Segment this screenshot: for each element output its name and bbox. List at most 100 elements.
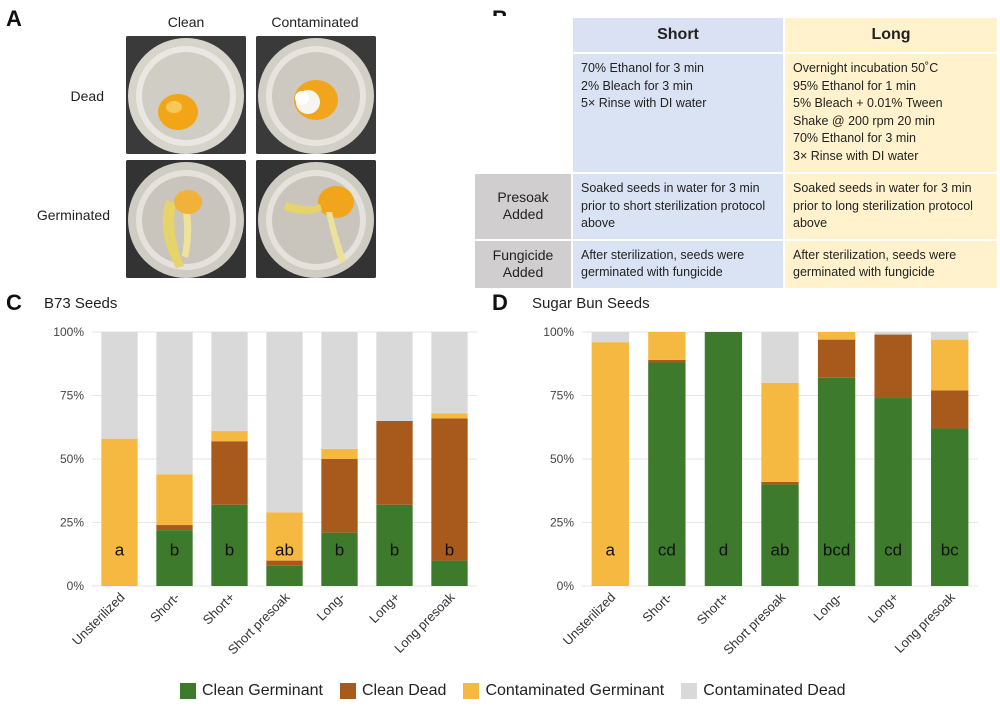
protocol-long-steps: Overnight incubation 50˚C 95% Ethanol fo… xyxy=(783,52,999,174)
bar-segment xyxy=(211,441,248,505)
bar-segment xyxy=(211,504,248,586)
bar-segment xyxy=(931,339,969,391)
bar-segment xyxy=(648,332,686,360)
photo-clean-germinated xyxy=(126,160,246,278)
y-tick-label: 100% xyxy=(53,325,84,339)
bar-segment xyxy=(648,362,686,586)
x-tick-label: Long+ xyxy=(865,590,901,626)
y-tick-label: 0% xyxy=(557,579,575,593)
bar-segment xyxy=(376,504,413,586)
bar-segment xyxy=(931,428,969,586)
bar-segment xyxy=(817,332,856,340)
bar-segment xyxy=(156,530,193,586)
bar-segment xyxy=(266,565,303,586)
bar-segment xyxy=(101,332,138,439)
legend-item-clean-germinant: Clean Germinant xyxy=(180,682,323,700)
y-tick-label: 75% xyxy=(60,389,84,403)
protocol-row-fungicide: Fungicide Added xyxy=(473,238,573,290)
bar-segment xyxy=(874,398,912,586)
bar-segment xyxy=(874,332,912,335)
x-tick-label: Short- xyxy=(639,590,675,626)
protocol-presoak-short: Soaked seeds in water for 3 min prior to… xyxy=(571,172,785,241)
x-tick-label: Long presoak xyxy=(892,589,959,656)
chart-title-b73: B73 Seeds xyxy=(44,295,118,312)
significance-letter: cd xyxy=(658,541,676,560)
bar-segment xyxy=(376,420,413,505)
legend-swatch-clean-dead xyxy=(339,683,356,699)
photo-col-contaminated: Contaminated xyxy=(271,14,359,30)
bar-segment xyxy=(874,334,912,399)
bar-segment xyxy=(648,359,686,363)
significance-letter: d xyxy=(719,541,728,560)
bar-segment xyxy=(817,339,856,378)
protocol-table: Short Long 70% Ethanol for 3 min 2% Blea… xyxy=(473,16,999,290)
bar-segment xyxy=(321,448,358,459)
bar-segment xyxy=(761,332,799,383)
significance-letter: ab xyxy=(275,541,294,560)
legend-swatch-contaminated-germinant xyxy=(463,683,480,699)
panel-label-a: A xyxy=(6,6,22,31)
photo-row-germinated: Germinated xyxy=(36,207,110,223)
bar-segment xyxy=(211,332,248,432)
bar-segment xyxy=(431,418,468,561)
bar-segment xyxy=(266,332,303,513)
significance-letter: b xyxy=(390,541,399,560)
significance-letter: b xyxy=(445,541,454,560)
bar-segment xyxy=(101,438,138,586)
y-tick-label: 100% xyxy=(543,325,574,339)
bar-segment xyxy=(761,481,799,485)
bar-segment xyxy=(431,413,468,419)
y-tick-label: 50% xyxy=(60,452,84,466)
photo-col-clean: Clean xyxy=(167,14,205,30)
protocol-header-short: Short xyxy=(571,16,785,54)
bar-segment xyxy=(156,474,193,526)
protocol-header-long: Long xyxy=(783,16,999,54)
x-tick-label: Long- xyxy=(811,590,845,624)
x-tick-label: Short- xyxy=(147,590,183,626)
x-tick-label: Short+ xyxy=(200,590,238,628)
panel-label-d: D xyxy=(492,290,508,315)
protocol-fungicide-long: After sterilization, seeds were germinat… xyxy=(783,238,999,290)
bar-segment xyxy=(156,525,193,531)
bar-segment xyxy=(431,560,468,586)
bar-segment xyxy=(321,532,358,586)
y-tick-label: 25% xyxy=(550,516,574,530)
bar-segment xyxy=(817,377,856,586)
bar-segment xyxy=(431,332,468,414)
significance-letter: a xyxy=(606,541,616,560)
bar-segment xyxy=(321,459,358,533)
bar-segment xyxy=(931,390,969,429)
significance-letter: bcd xyxy=(823,541,850,560)
bar-segment xyxy=(591,332,629,343)
panel-label-c: C xyxy=(6,290,22,315)
legend-swatch-clean-germinant xyxy=(180,683,196,699)
chart-b73: 0% 25% 50% 75% 100% a Unsterilized b Short-b Shor… xyxy=(53,325,477,657)
bar-segment xyxy=(704,332,743,586)
significance-letter: b xyxy=(335,541,344,560)
significance-letter: cd xyxy=(884,541,902,560)
bar-segment xyxy=(156,332,193,475)
x-tick-label: Long- xyxy=(314,590,348,624)
chart-title-sugar-bun: Sugar Bun Seeds xyxy=(532,295,650,312)
chart-legend: Clean Germinant Clean Dead Contaminated … xyxy=(180,682,863,700)
x-tick-label: Unsterilized xyxy=(560,590,619,649)
bar-segment xyxy=(761,484,799,586)
significance-letter: ab xyxy=(771,541,790,560)
chart-sugar-bun: 0% 25% 50% 75% 100% a Unsterilized cd Short-d Sho… xyxy=(543,325,978,657)
y-tick-label: 50% xyxy=(550,452,574,466)
bar-segment xyxy=(211,431,248,442)
significance-letter: b xyxy=(170,541,179,560)
x-tick-label: Short+ xyxy=(694,590,732,628)
bar-segment xyxy=(761,382,799,482)
x-tick-label: Unsterilized xyxy=(69,590,128,649)
bar-segment xyxy=(266,512,303,561)
bar-segment xyxy=(376,332,413,421)
photo-clean-dead xyxy=(126,36,246,154)
bar-segment xyxy=(931,332,969,340)
bar-segment xyxy=(591,342,629,586)
photo-contaminated-germinated xyxy=(256,160,376,278)
legend-item-contaminated-dead: Contaminated Dead xyxy=(681,682,846,700)
significance-letter: a xyxy=(115,541,125,560)
y-tick-label: 75% xyxy=(550,389,574,403)
x-tick-label: Long+ xyxy=(366,590,402,626)
